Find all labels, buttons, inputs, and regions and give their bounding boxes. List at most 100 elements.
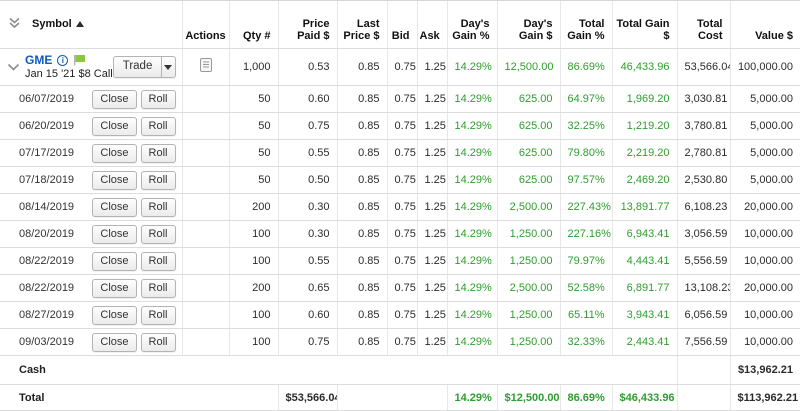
total-gain-pct-cell: 86.69% [559, 48, 612, 86]
ask-cell: 1.25 [416, 301, 447, 329]
roll-button[interactable]: Roll [140, 143, 176, 163]
bid-cell: 0.75 [386, 139, 417, 167]
last-price-cell: 0.85 [336, 85, 387, 113]
position-lot-row: 07/18/2019 Close Roll 50 0.50 0.85 0.75 … [0, 166, 800, 194]
roll-button[interactable]: Roll [140, 305, 176, 325]
last-price-cell: 0.85 [336, 247, 387, 275]
total-gain-pct-cell: 52.58% [559, 274, 612, 302]
lot-date: 07/18/2019 [19, 174, 75, 186]
trade-button[interactable]: Trade [112, 56, 176, 78]
bid-cell: 0.75 [386, 328, 417, 356]
roll-button[interactable]: Roll [140, 332, 176, 352]
days-gain-cell: 1,250.00 [496, 328, 560, 356]
header-row: Symbol Actions Qty # Price Paid $ Last P… [0, 0, 800, 49]
col-value: Value $ [729, 0, 800, 49]
total-value-cell: $113,962.21 [729, 384, 800, 411]
roll-button[interactable]: Roll [140, 116, 176, 136]
roll-button[interactable]: Roll [140, 170, 176, 190]
days-gain-pct-cell: 14.29% [446, 193, 497, 221]
cash-empty-cell [676, 355, 730, 385]
days-gain-cell: 625.00 [496, 112, 560, 140]
close-button[interactable]: Close [92, 170, 137, 190]
col-last-price: Last Price $ [336, 0, 387, 49]
value-cell: 10,000.00 [729, 328, 800, 356]
close-button[interactable]: Close [92, 305, 137, 325]
days-gain-cell: 1,250.00 [496, 220, 560, 248]
sort-ascending-icon [75, 20, 84, 27]
last-price-cell: 0.85 [336, 301, 387, 329]
trade-dropdown-caret[interactable] [161, 57, 174, 77]
total-total-gain-pct-cell: 86.69% [559, 384, 612, 411]
roll-button[interactable]: Roll [140, 89, 176, 109]
close-button[interactable]: Close [92, 251, 137, 271]
close-button[interactable]: Close [92, 278, 137, 298]
flag-icon[interactable] [73, 54, 86, 66]
roll-button[interactable]: Roll [140, 197, 176, 217]
roll-button[interactable]: Roll [140, 278, 176, 298]
collapse-all-icon[interactable] [7, 16, 22, 30]
last-price-cell: 0.85 [336, 112, 387, 140]
total-cost-cell: 7,556.59 [676, 328, 730, 356]
symbol-link[interactable]: GME [25, 52, 53, 67]
total-gain-cell: 2,469.20 [611, 166, 677, 194]
total-gain-cell: 1,969.20 [611, 85, 677, 113]
actions-cell [181, 166, 229, 194]
col-symbol[interactable]: Symbol [0, 0, 182, 49]
days-gain-cell: 2,500.00 [496, 274, 560, 302]
days-gain-cell: 625.00 [496, 85, 560, 113]
actions-cell [181, 193, 229, 221]
close-button[interactable]: Close [92, 197, 137, 217]
qty-cell: 100 [228, 301, 278, 329]
total-price-paid-cell: $53,566.04 [277, 384, 337, 411]
close-button[interactable]: Close [92, 332, 137, 352]
last-price-cell: 0.85 [336, 328, 387, 356]
total-cost-cell: 6,056.59 [676, 301, 730, 329]
total-gain-cell: 46,433.96 [611, 48, 677, 86]
qty-cell: 50 [228, 85, 278, 113]
qty-cell: 200 [228, 274, 278, 302]
close-button[interactable]: Close [92, 116, 137, 136]
ask-cell: 1.25 [416, 220, 447, 248]
qty-cell: 1,000 [228, 48, 278, 86]
notes-icon[interactable] [199, 57, 212, 72]
bid-cell: 0.75 [386, 166, 417, 194]
caret-down-icon [164, 64, 173, 70]
position-lot-row: 07/17/2019 Close Roll 50 0.55 0.85 0.75 … [0, 139, 800, 167]
days-gain-pct-cell: 14.29% [446, 274, 497, 302]
total-cost-cell: 53,566.04 [676, 48, 730, 86]
total-gain-cell: 4,443.41 [611, 247, 677, 275]
expand-row-icon[interactable] [7, 63, 20, 72]
value-cell: 10,000.00 [729, 220, 800, 248]
total-gain-pct-cell: 65.11% [559, 301, 612, 329]
total-days-gain-pct-cell: 14.29% [446, 384, 497, 411]
value-cell: 5,000.00 [729, 139, 800, 167]
days-gain-cell: 625.00 [496, 139, 560, 167]
position-lot-row: 08/14/2019 Close Roll 200 0.30 0.85 0.75… [0, 193, 800, 221]
total-cost-cell: 3,030.81 [676, 85, 730, 113]
lot-date: 08/14/2019 [19, 201, 75, 213]
bid-cell: 0.75 [386, 112, 417, 140]
col-qty: Qty # [228, 0, 278, 49]
price-paid-cell: 0.75 [277, 112, 337, 140]
value-cell: 5,000.00 [729, 112, 800, 140]
roll-button[interactable]: Roll [140, 224, 176, 244]
close-button[interactable]: Close [92, 143, 137, 163]
actions-cell [181, 139, 229, 167]
roll-button[interactable]: Roll [140, 251, 176, 271]
price-paid-cell: 0.60 [277, 301, 337, 329]
total-gain-pct-cell: 227.43% [559, 193, 612, 221]
trade-button-label[interactable]: Trade [122, 60, 153, 72]
info-icon[interactable]: i [57, 54, 69, 66]
total-gain-cell: 13,891.77 [611, 193, 677, 221]
col-symbol-label[interactable]: Symbol [32, 18, 72, 30]
actions-cell [181, 112, 229, 140]
close-button[interactable]: Close [92, 224, 137, 244]
total-empty-cell [336, 384, 447, 411]
days-gain-pct-cell: 14.29% [446, 48, 497, 86]
close-button[interactable]: Close [92, 89, 137, 109]
total-gain-pct-cell: 97.57% [559, 166, 612, 194]
cash-row: Cash $13,962.21 [0, 355, 800, 385]
position-lot-row: 06/20/2019 Close Roll 50 0.75 0.85 0.75 … [0, 112, 800, 140]
days-gain-cell: 1,250.00 [496, 301, 560, 329]
position-lot-row: 08/27/2019 Close Roll 100 0.60 0.85 0.75… [0, 301, 800, 329]
